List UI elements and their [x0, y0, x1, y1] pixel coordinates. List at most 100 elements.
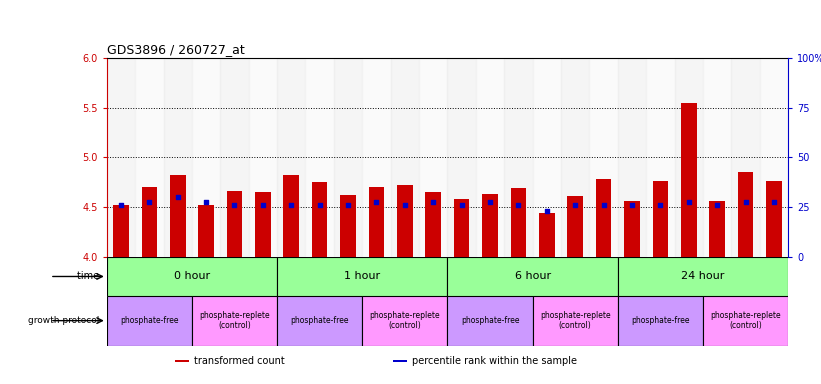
Text: percentile rank within the sample: percentile rank within the sample: [412, 356, 577, 366]
Bar: [482, 194, 498, 257]
Point: [143, 199, 156, 205]
Bar: [369, 187, 384, 257]
Bar: [624, 201, 640, 257]
Bar: [738, 172, 754, 257]
Point: [342, 202, 355, 209]
Bar: [192, 58, 220, 257]
Bar: [533, 296, 617, 346]
Point: [626, 202, 639, 209]
Bar: [539, 214, 555, 257]
Bar: [476, 58, 504, 257]
Text: phosphate-replete
(control): phosphate-replete (control): [710, 311, 781, 330]
Bar: [141, 187, 157, 257]
Point: [256, 202, 269, 209]
Bar: [277, 296, 362, 346]
Bar: [135, 58, 163, 257]
Bar: [533, 58, 561, 257]
Point: [114, 202, 127, 209]
Text: 24 hour: 24 hour: [681, 271, 725, 281]
Point: [484, 199, 497, 205]
Bar: [681, 103, 696, 257]
Bar: [391, 58, 419, 257]
Bar: [447, 58, 476, 257]
Point: [427, 199, 440, 205]
Bar: [703, 58, 732, 257]
Point: [511, 202, 525, 209]
Bar: [107, 296, 192, 346]
Bar: [249, 58, 277, 257]
Bar: [362, 58, 391, 257]
Bar: [732, 58, 759, 257]
Bar: [277, 257, 447, 296]
Point: [654, 202, 667, 209]
Point: [540, 208, 553, 214]
Text: phosphate-free: phosphate-free: [461, 316, 520, 325]
Point: [370, 199, 383, 205]
Bar: [454, 199, 470, 257]
Bar: [703, 296, 788, 346]
Point: [398, 202, 411, 209]
Bar: [675, 58, 703, 257]
Bar: [170, 175, 186, 257]
Bar: [362, 296, 447, 346]
Text: 6 hour: 6 hour: [515, 271, 551, 281]
Point: [455, 202, 468, 209]
Bar: [175, 360, 189, 362]
Bar: [277, 58, 305, 257]
Point: [711, 202, 724, 209]
Bar: [561, 58, 589, 257]
Bar: [283, 175, 299, 257]
Bar: [255, 192, 271, 257]
Bar: [163, 58, 192, 257]
Bar: [709, 201, 725, 257]
Point: [768, 199, 781, 205]
Bar: [596, 179, 612, 257]
Bar: [227, 191, 242, 257]
Bar: [113, 205, 129, 257]
Text: transformed count: transformed count: [194, 356, 285, 366]
Bar: [759, 58, 788, 257]
Bar: [589, 58, 618, 257]
Text: 0 hour: 0 hour: [174, 271, 210, 281]
Bar: [653, 181, 668, 257]
Point: [228, 202, 241, 209]
Bar: [504, 58, 533, 257]
Bar: [766, 181, 782, 257]
Bar: [199, 205, 214, 257]
Point: [171, 194, 184, 200]
Point: [569, 202, 582, 209]
Point: [313, 202, 326, 209]
Bar: [447, 257, 617, 296]
Point: [597, 202, 610, 209]
Text: phosphate-free: phosphate-free: [291, 316, 349, 325]
Text: phosphate-replete
(control): phosphate-replete (control): [540, 311, 611, 330]
Bar: [220, 58, 249, 257]
Bar: [334, 58, 362, 257]
Text: phosphate-free: phosphate-free: [631, 316, 690, 325]
Bar: [107, 257, 277, 296]
Bar: [618, 58, 646, 257]
Point: [200, 199, 213, 205]
Bar: [397, 185, 413, 257]
Bar: [646, 58, 675, 257]
Bar: [393, 360, 407, 362]
Bar: [447, 296, 533, 346]
Bar: [312, 182, 328, 257]
Text: phosphate-replete
(control): phosphate-replete (control): [369, 311, 440, 330]
Text: 1 hour: 1 hour: [344, 271, 380, 281]
Bar: [107, 58, 135, 257]
Text: growth protocol: growth protocol: [29, 316, 103, 325]
Bar: [617, 257, 788, 296]
Point: [739, 199, 752, 205]
Bar: [567, 196, 583, 257]
Bar: [617, 296, 703, 346]
Text: phosphate-free: phosphate-free: [120, 316, 179, 325]
Bar: [419, 58, 447, 257]
Bar: [425, 192, 441, 257]
Text: GDS3896 / 260727_at: GDS3896 / 260727_at: [107, 43, 245, 56]
Text: time: time: [77, 271, 103, 281]
Point: [285, 202, 298, 209]
Bar: [511, 189, 526, 257]
Point: [682, 199, 695, 205]
Bar: [192, 296, 277, 346]
